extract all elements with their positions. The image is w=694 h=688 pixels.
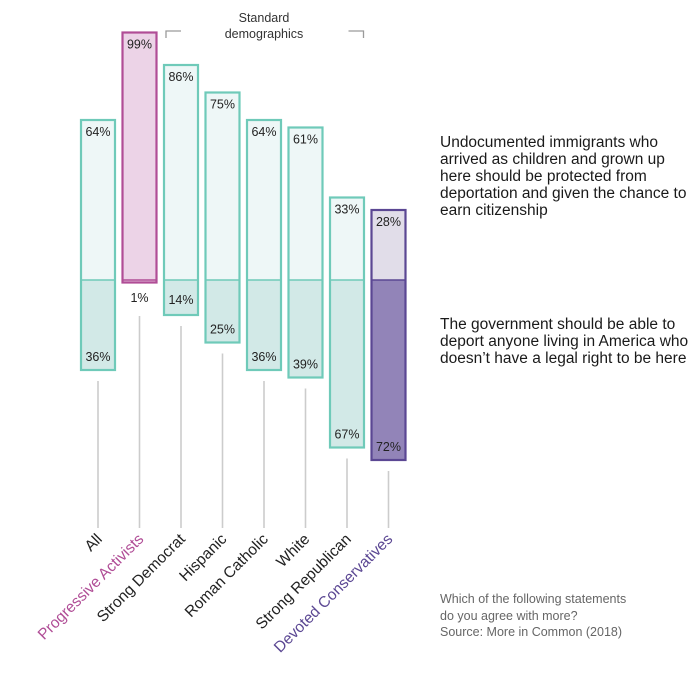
value-label-deport-roman-catholic: 36%: [251, 350, 276, 364]
bar-outline-devoted-conservatives: [370, 208, 407, 462]
bar-deport-strong-republican: [330, 280, 364, 448]
bar-outline-strong-republican: [328, 196, 366, 449]
bar-protect-all: [81, 120, 115, 280]
bar-protect-strong-democrat: [164, 65, 198, 280]
bars: [79, 31, 407, 462]
bar-deport-progressive-activists: [122, 280, 157, 283]
category-label-white: White: [273, 531, 313, 571]
bar-outline-hispanic: [204, 91, 241, 344]
category-label-all: All: [82, 531, 106, 555]
footnote: Which of the following statements do you…: [440, 592, 627, 639]
value-label-deport-white: 39%: [293, 358, 318, 372]
bar-protect-white: [288, 127, 323, 280]
value-label-protect-roman-catholic: 64%: [251, 125, 276, 139]
value-label-deport-progressive-activists: 1%: [130, 291, 148, 305]
statement-protect: Undocumented immigrants who arrived as c…: [440, 134, 687, 219]
bar-deport-hispanic: [205, 280, 240, 343]
standard-demographics-label: Standard demographics: [224, 11, 304, 41]
bar-protect-roman-catholic: [247, 120, 281, 280]
bar-outline-roman-catholic: [245, 118, 283, 372]
value-label-protect-hispanic: 75%: [210, 98, 235, 112]
value-label-deport-hispanic: 25%: [210, 323, 235, 337]
statement-deport: The government should be able to deport …: [440, 316, 689, 367]
bar-outline-all: [79, 118, 117, 372]
value-label-protect-progressive-activists: 99%: [127, 38, 152, 52]
bar-outline-progressive-activists: [121, 31, 158, 284]
bar-deport-devoted-conservatives: [371, 280, 406, 460]
bar-outline-white: [287, 126, 324, 379]
value-label-deport-strong-democrat: 14%: [168, 293, 193, 307]
bar-protect-strong-republican: [330, 197, 364, 280]
value-label-deport-devoted-conservatives: 72%: [376, 440, 401, 454]
bar-deport-white: [288, 280, 323, 378]
value-labels: 64% 36% 99% 1% 86% 14% 75% 25% 64% 36% 61% 39% 33% 67…: [85, 38, 401, 455]
bar-protect-progressive-activists: [122, 32, 157, 280]
value-label-protect-all: 64%: [85, 125, 110, 139]
connector-lines: [97, 316, 390, 528]
value-label-protect-white: 61%: [293, 133, 318, 147]
value-label-deport-all: 36%: [85, 350, 110, 364]
bracket-right: [348, 30, 365, 38]
bracket-left: [165, 30, 181, 38]
bar-deport-roman-catholic: [247, 280, 281, 370]
bar-protect-devoted-conservatives: [371, 210, 406, 280]
value-label-protect-devoted-conservatives: 28%: [376, 215, 401, 229]
bar-outline-strong-democrat: [162, 63, 200, 317]
bar-deport-strong-democrat: [164, 280, 198, 315]
bar-deport-all: [81, 280, 115, 370]
value-label-deport-strong-republican: 67%: [334, 428, 359, 442]
bar-protect-hispanic: [205, 92, 240, 280]
standard-demographics-bracket: [165, 30, 365, 38]
value-label-protect-strong-democrat: 86%: [168, 70, 193, 84]
value-label-protect-strong-republican: 33%: [334, 203, 359, 217]
